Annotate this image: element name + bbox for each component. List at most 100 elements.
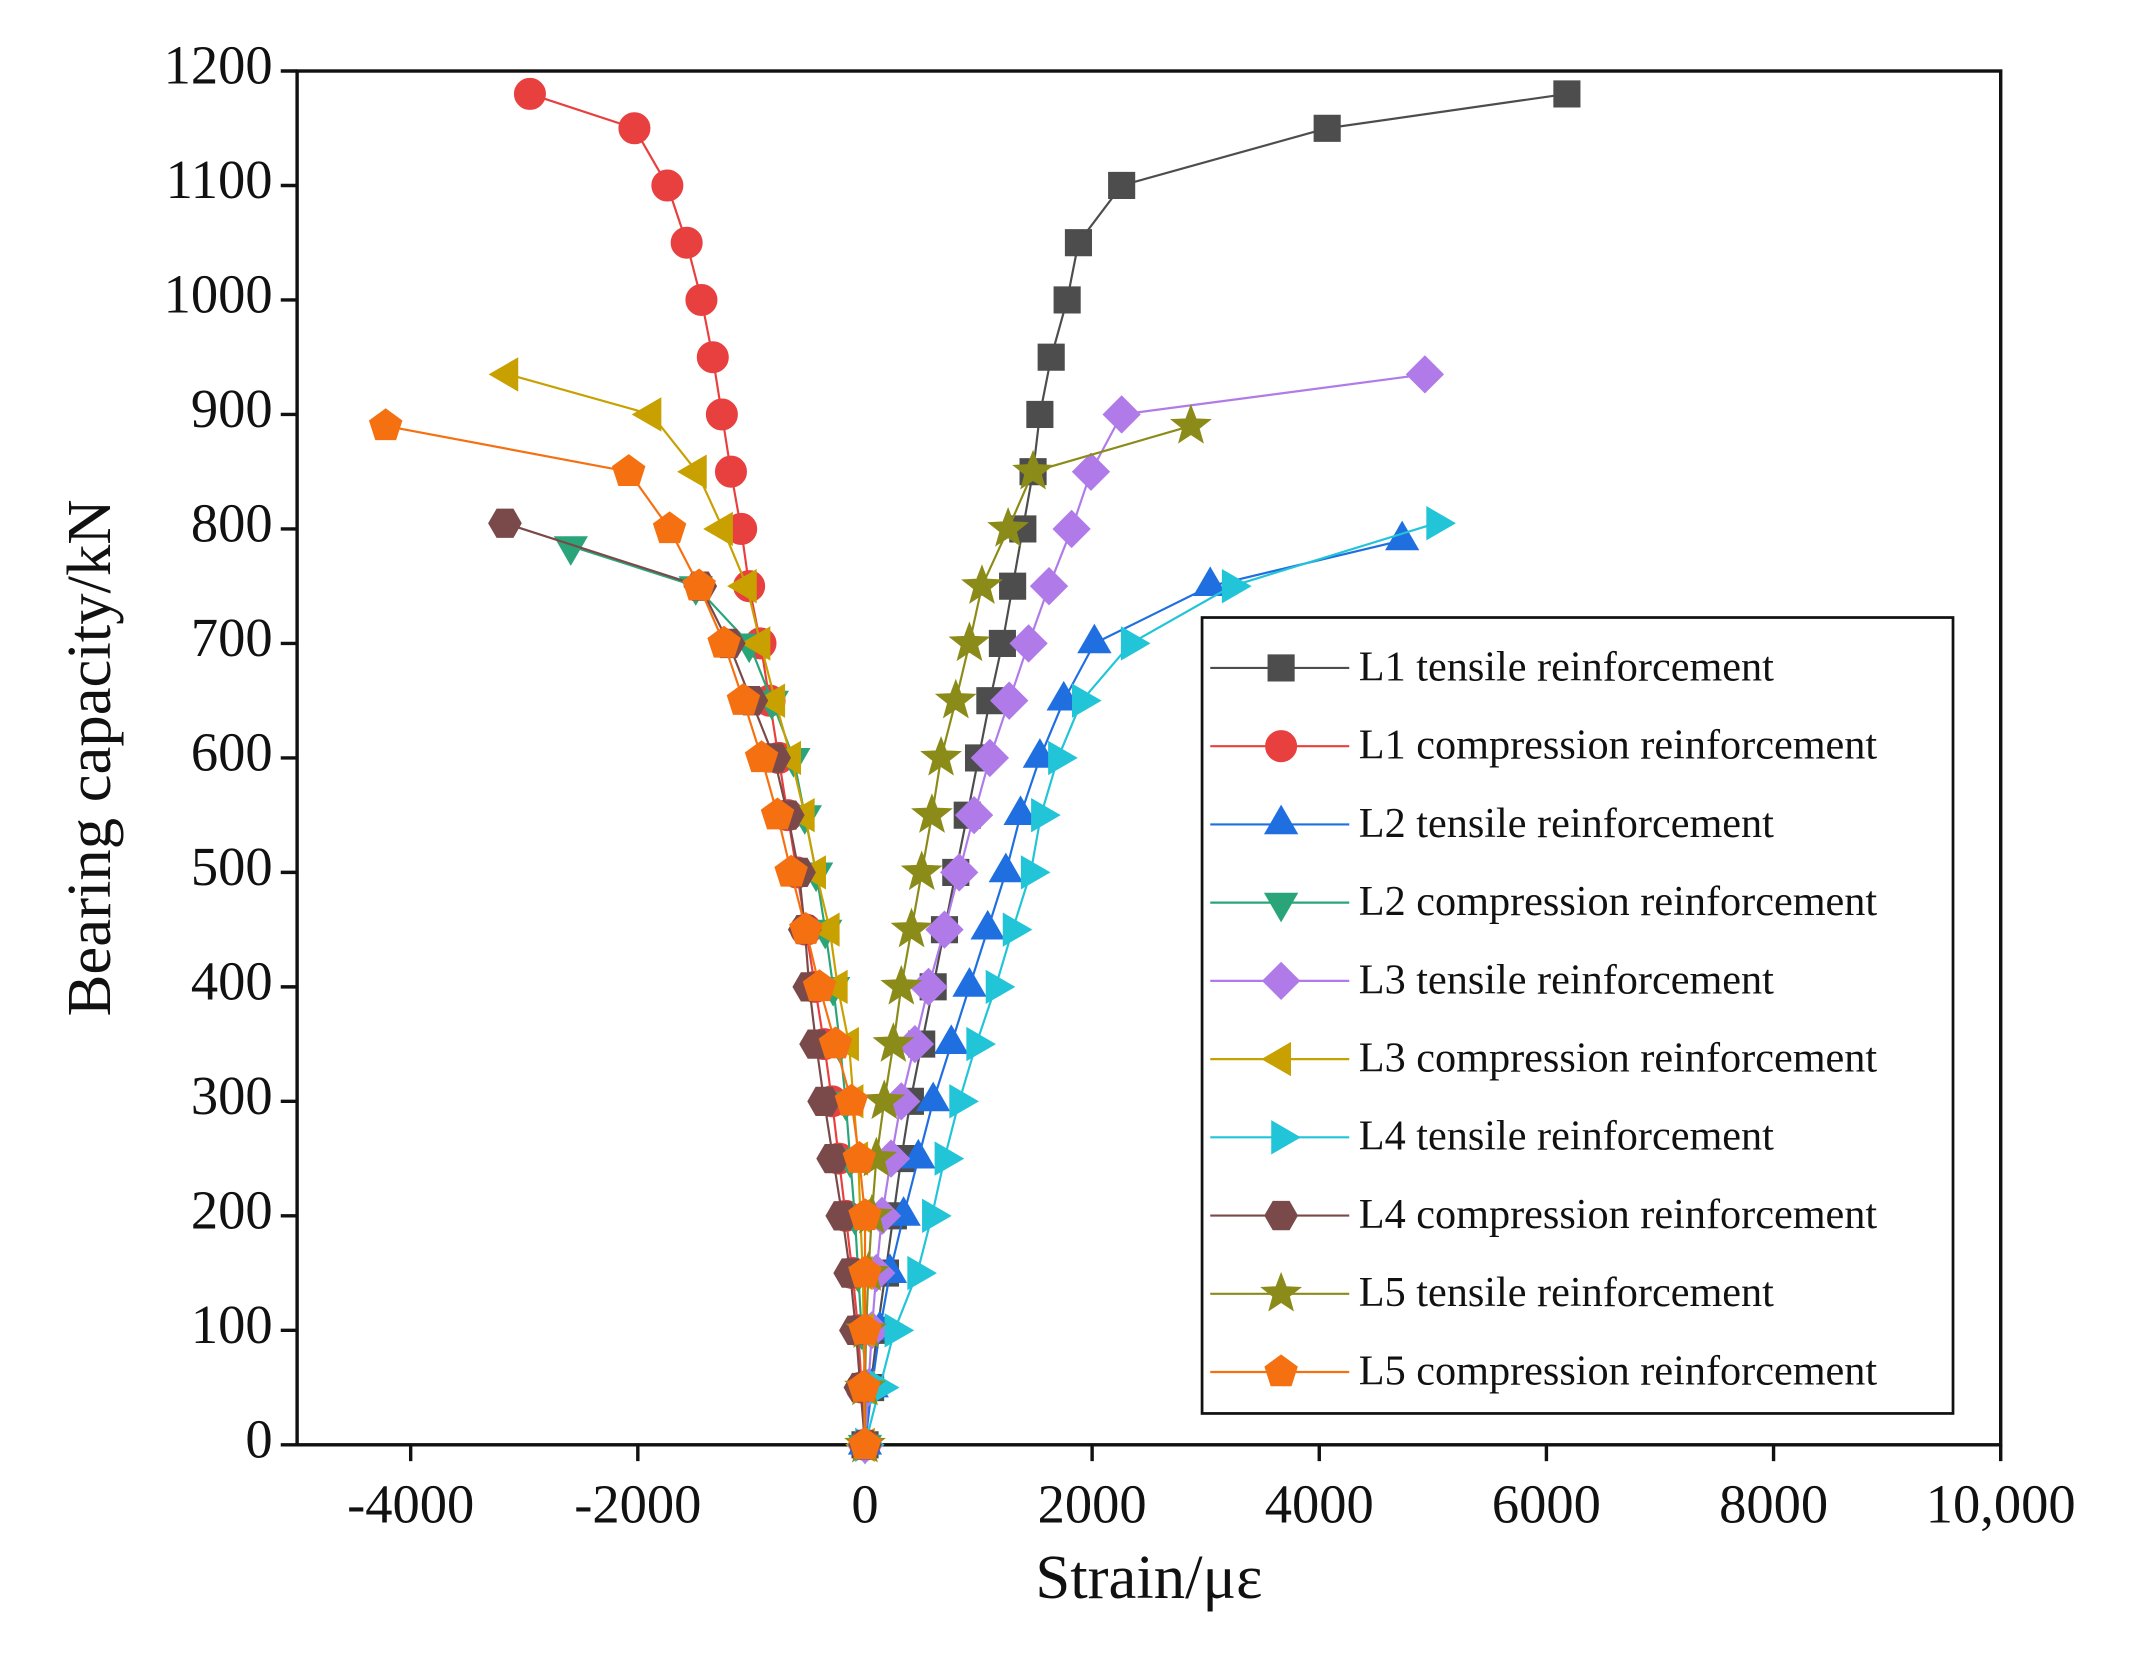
marker: [934, 1024, 969, 1054]
marker: [651, 169, 684, 202]
marker: [1020, 855, 1051, 890]
plot-frame: [295, 69, 2003, 1447]
legend-marker: [1267, 654, 1295, 682]
marker: [670, 226, 703, 259]
marker: [685, 283, 718, 316]
marker: [1071, 683, 1102, 718]
x-axis-title: Strain/με: [1035, 1542, 1262, 1612]
marker: [884, 1313, 915, 1348]
y-tick-label: 700: [191, 607, 273, 668]
marker: [848, 1427, 882, 1460]
legend-box: [1200, 616, 1955, 1415]
series-line: [508, 373, 867, 1445]
x-tick-label: 10,000: [1926, 1474, 2076, 1535]
y-tick-label: 200: [191, 1179, 273, 1240]
marker: [705, 398, 738, 431]
marker: [1553, 80, 1581, 108]
legend-label: L3 tensile reinforcement: [1359, 956, 1774, 1003]
marker: [818, 1026, 853, 1059]
x-tick-label: -2000: [574, 1474, 701, 1535]
marker: [952, 967, 987, 997]
marker: [1102, 395, 1141, 434]
marker: [847, 1369, 881, 1402]
x-tick-label: -4000: [347, 1474, 474, 1535]
marker: [834, 1083, 869, 1116]
legend-label: L2 tensile reinforcement: [1359, 800, 1774, 847]
x-tick-label: 4000: [1265, 1474, 1374, 1535]
legend-marker: [1261, 961, 1301, 1001]
legend-label: L5 tensile reinforcement: [1359, 1269, 1774, 1316]
x-tick-label: 2000: [1038, 1474, 1147, 1535]
legend-label: L3 compression reinforcement: [1359, 1035, 1878, 1082]
legend-label: L4 compression reinforcement: [1359, 1191, 1878, 1238]
marker: [553, 536, 588, 566]
marker: [1002, 912, 1033, 947]
marker: [1022, 738, 1058, 768]
marker: [954, 795, 994, 835]
marker: [915, 1081, 951, 1112]
y-tick-label: 900: [191, 378, 273, 439]
marker: [807, 1086, 841, 1117]
y-tick-label: 100: [191, 1294, 273, 1355]
marker: [1048, 740, 1078, 776]
y-tick-label: 0: [245, 1408, 272, 1469]
marker: [513, 77, 546, 110]
marker: [1108, 171, 1136, 200]
marker: [949, 1084, 979, 1119]
marker: [1169, 403, 1212, 444]
marker: [848, 1198, 882, 1231]
marker: [1221, 569, 1252, 604]
marker: [970, 909, 1005, 940]
marker: [1426, 506, 1456, 541]
marker: [848, 1255, 882, 1288]
marker: [940, 853, 979, 892]
x-tick-label: 6000: [1492, 1474, 1601, 1535]
marker: [872, 1022, 915, 1062]
marker: [631, 397, 662, 432]
marker: [900, 850, 943, 891]
marker: [740, 626, 771, 661]
marker: [368, 408, 403, 441]
marker: [1046, 680, 1081, 711]
legend-label: L1 compression reinforcement: [1359, 722, 1878, 769]
y-tick-label: 800: [191, 492, 273, 553]
marker: [970, 738, 1010, 778]
legend-marker: [1264, 1354, 1298, 1387]
marker: [1193, 566, 1228, 597]
marker: [1029, 567, 1069, 606]
marker: [988, 852, 1023, 883]
y-tick-label: 1200: [164, 35, 273, 96]
marker: [488, 357, 519, 392]
marker: [848, 1312, 882, 1345]
marker: [987, 506, 1030, 547]
marker: [920, 735, 962, 776]
marker: [611, 454, 646, 486]
marker: [682, 568, 716, 601]
marker: [696, 341, 729, 374]
marker: [802, 969, 837, 1002]
marker: [1313, 114, 1341, 142]
legend-label: L1 tensile reinforcement: [1359, 643, 1774, 690]
x-tick-label: 0: [851, 1474, 878, 1535]
marker: [707, 625, 741, 658]
marker: [1037, 343, 1065, 371]
marker: [1064, 229, 1093, 257]
marker: [714, 455, 747, 488]
y-tick-label: 300: [191, 1065, 273, 1126]
marker: [618, 112, 651, 145]
marker: [1052, 509, 1091, 549]
marker: [488, 508, 522, 538]
marker: [774, 854, 808, 887]
legend-label: L5 compression reinforcement: [1359, 1347, 1878, 1394]
legend-marker: [1263, 892, 1299, 923]
marker: [863, 1079, 906, 1120]
marker: [1405, 355, 1445, 394]
marker: [727, 569, 757, 604]
marker: [880, 964, 923, 1005]
marker: [842, 1140, 877, 1173]
marker: [760, 797, 795, 830]
marker: [1077, 623, 1112, 654]
marker: [925, 910, 964, 949]
marker: [1053, 286, 1081, 314]
